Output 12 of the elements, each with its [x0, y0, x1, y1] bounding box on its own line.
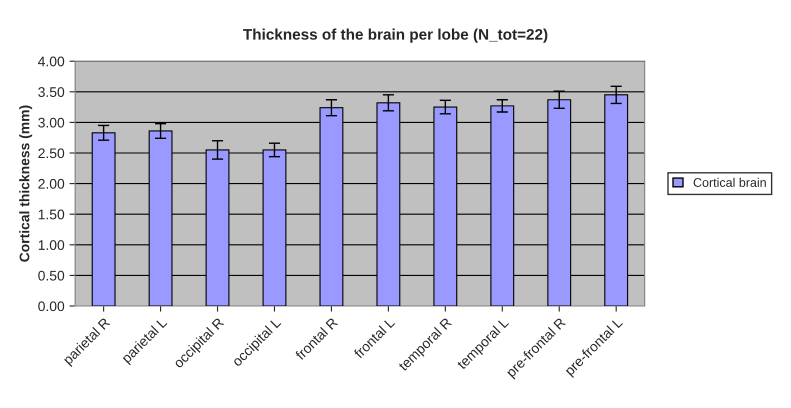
legend-label: Cortical brain	[694, 178, 766, 187]
y-tick-label: 3.00	[38, 118, 64, 128]
y-tick-label: 1.00	[38, 240, 64, 250]
y-tick-label: 3.50	[38, 87, 64, 97]
chart-title: Thickness of the brain per lobe (N_tot=22)	[243, 28, 548, 43]
y-tick-label: 2.00	[38, 178, 64, 189]
y-tick-label: 0.00	[38, 301, 64, 312]
y-tick-label: 0.50	[38, 270, 64, 281]
y-axis-title: Cortical thickness (mm)	[19, 106, 32, 262]
y-tick-label: 4.00	[38, 56, 64, 66]
y-tick-label: 2.50	[38, 148, 64, 158]
y-tick-label: 1.50	[38, 210, 64, 220]
